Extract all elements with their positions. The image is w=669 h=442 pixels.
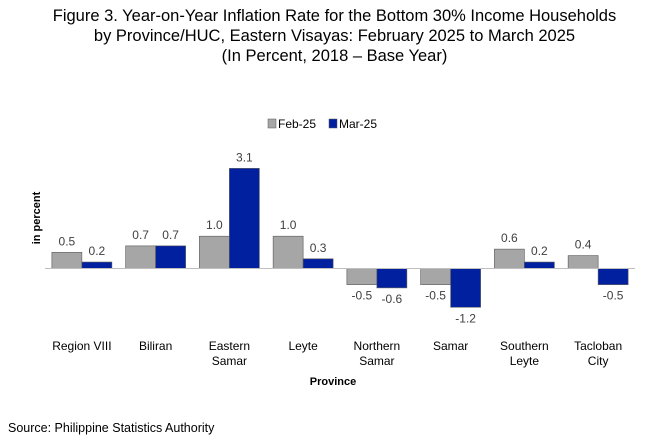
legend-swatch-feb-25 — [267, 118, 277, 129]
x-tick-label-0: Region VIII — [52, 339, 111, 353]
bar-mar-25-2 — [229, 168, 260, 269]
x-tick-label-5: Samar — [433, 339, 468, 353]
chart-title: Figure 3. Year-on-Year Inflation Rate fo… — [0, 6, 669, 66]
data-label-feb-25-1: 0.7 — [132, 228, 149, 242]
bar-mar-25-1 — [155, 245, 186, 269]
data-label-mar-25-0: 0.2 — [89, 244, 106, 258]
data-label-mar-25-4: -0.6 — [382, 292, 403, 306]
bar-mar-25-5 — [450, 268, 481, 308]
bar-mar-25-3 — [302, 258, 334, 269]
chart-data-labels: 0.5 0.2 0.7 0.7 1.0 3.1 1.0 0.3 -0.5 -0.6 -0.5 -1.2… — [59, 150, 624, 325]
data-label-feb-25-6: 0.6 — [501, 231, 518, 245]
data-label-feb-25-3: 1.0 — [280, 218, 297, 232]
data-label-mar-25-7: -0.5 — [603, 289, 624, 303]
x-axis-ticks: Region VIII Biliran Eastern Samar Leyte North… — [52, 339, 622, 368]
x-axis-title: Province — [310, 376, 356, 388]
bar-mar-25-0 — [81, 261, 113, 269]
x-tick-label-3: Leyte — [288, 339, 318, 353]
data-label-feb-25-5: -0.5 — [425, 289, 446, 303]
chart-legend: Feb-25 Mar-25 — [267, 117, 377, 131]
data-label-mar-25-1: 0.7 — [162, 228, 179, 242]
data-label-mar-25-2: 3.1 — [236, 150, 253, 164]
bar-feb-25-1 — [125, 245, 156, 269]
x-tick-label-2: Eastern Samar — [209, 339, 250, 368]
chart-title-line-1: Figure 3. Year-on-Year Inflation Rate fo… — [52, 7, 617, 25]
y-axis-title: in percent — [31, 191, 43, 244]
legend-label-feb-25: Feb-25 — [278, 117, 316, 131]
bar-feb-25-7 — [567, 255, 599, 269]
data-label-mar-25-3: 0.3 — [310, 241, 327, 255]
bar-feb-25-2 — [199, 235, 230, 269]
x-tick-label-1: Biliran — [139, 339, 172, 353]
data-label-feb-25-2: 1.0 — [206, 218, 223, 232]
bar-mar-25-6 — [524, 261, 555, 269]
chart-title-line-3: (In Percent, 2018 – Base Year) — [221, 47, 448, 65]
bar-mar-25-4 — [376, 268, 408, 289]
legend-label-mar-25: Mar-25 — [339, 117, 377, 131]
bar-feb-25-3 — [272, 235, 304, 269]
x-tick-label-4: Northern Samar — [354, 339, 401, 368]
chart-bars — [51, 168, 629, 308]
x-tick-label-6: Southern Leyte — [500, 339, 549, 368]
chart-title-line-2: by Province/HUC, Eastern Visayas: Februa… — [93, 27, 576, 45]
bar-feb-25-6 — [494, 248, 525, 269]
source-note: Source: Philippine Statistics Authority — [8, 421, 215, 435]
x-tick-label-7: Tacloban City — [574, 339, 622, 368]
data-label-mar-25-5: -1.2 — [455, 311, 476, 325]
data-label-feb-25-0: 0.5 — [59, 234, 76, 248]
bar-feb-25-4 — [346, 268, 378, 285]
bar-feb-25-5 — [420, 268, 451, 285]
bar-feb-25-0 — [51, 252, 83, 269]
legend-swatch-mar-25 — [328, 118, 338, 129]
data-label-feb-25-7: 0.4 — [575, 238, 592, 252]
data-label-feb-25-4: -0.5 — [352, 289, 373, 303]
data-label-mar-25-6: 0.2 — [531, 244, 548, 258]
bar-mar-25-7 — [597, 268, 629, 285]
